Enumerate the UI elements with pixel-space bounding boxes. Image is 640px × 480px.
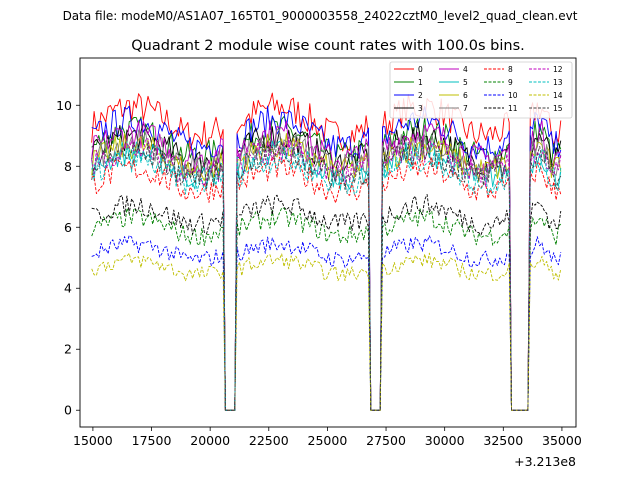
y-tick-label: 8 [64,159,72,174]
y-tick-label: 0 [64,403,72,418]
x-offset-label: +3.213e8 [514,454,576,469]
legend-label-9: 9 [508,78,513,87]
series-line-15 [91,139,562,411]
y-tick-label: 10 [56,98,72,113]
series-line-14 [91,252,562,411]
legend-label-1: 1 [418,78,423,87]
legend-label-10: 10 [508,91,518,100]
legend-label-6: 6 [463,91,468,100]
series-line-9 [91,207,562,411]
x-tick-label: 20000 [190,433,230,448]
plot-frame [79,57,577,428]
series-line-5 [91,140,562,411]
x-tick-label: 30000 [425,433,465,448]
series-line-0 [91,92,562,411]
legend-label-11: 11 [508,104,518,113]
series-line-10 [91,235,562,411]
x-tick-label: 15000 [73,433,113,448]
axis-ticks: 15000 17500 20000 22500 25000 27500 30000 32500… [56,98,582,448]
legend-label-7: 7 [463,104,468,113]
x-tick-label: 35000 [542,433,582,448]
chart-title: Quadrant 2 module wise count rates with … [131,38,525,54]
legend-label-13: 13 [553,78,563,87]
legend-label-0: 0 [418,65,423,74]
legend-label-8: 8 [508,65,513,74]
series-layer [91,92,562,411]
suptitle: Data file: modeM0/AS1A07_165T01_90000035… [63,9,578,23]
legend-label-14: 14 [553,91,563,100]
y-tick-label: 4 [64,281,72,296]
series-line-8 [91,156,562,411]
x-tick-label: 17500 [132,433,172,448]
legend-box [389,61,573,119]
series-line-12 [91,135,562,411]
y-tick-label: 6 [64,220,72,235]
series-line-11 [91,194,562,411]
y-tick-label: 2 [64,342,72,357]
legend-label-12: 12 [553,65,563,74]
x-tick-label: 27500 [366,433,406,448]
x-tick-label: 22500 [249,433,289,448]
legend-label-15: 15 [553,104,563,113]
legend-label-2: 2 [418,91,423,100]
x-tick-label: 32500 [483,433,523,448]
legend-label-3: 3 [418,104,423,113]
series-line-7 [91,128,562,411]
x-tick-label: 25000 [308,433,348,448]
legend-label-4: 4 [463,65,468,74]
legend-label-5: 5 [463,78,468,87]
